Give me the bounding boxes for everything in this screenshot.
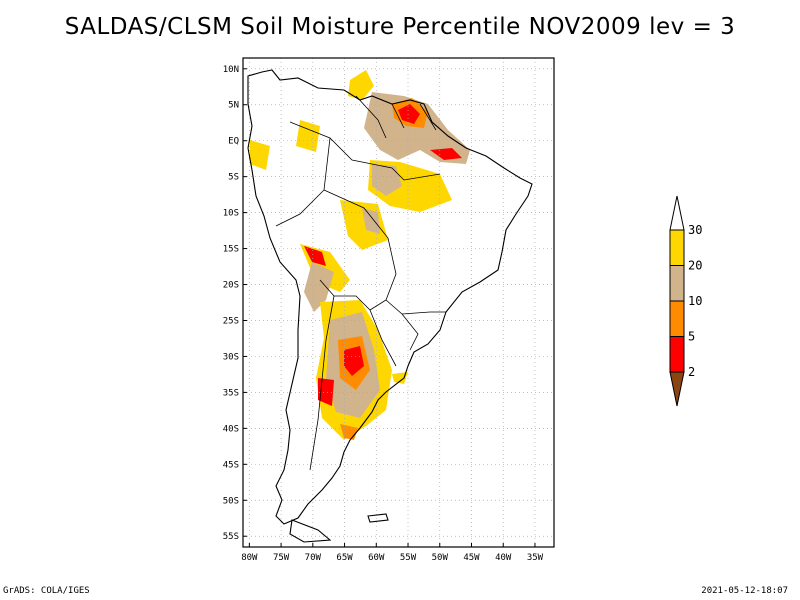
lon-label: 55W [400, 553, 417, 563]
legend-box [669, 336, 685, 373]
lat-lon-grid [243, 58, 554, 547]
lat-label: 25S [223, 316, 239, 326]
lon-label: 40W [495, 553, 512, 563]
lon-label: 80W [241, 553, 258, 563]
lon-label: 65W [336, 553, 353, 563]
lat-label: 55S [223, 532, 239, 542]
legend-label: 10 [688, 294, 702, 308]
lon-label: 35W [527, 553, 544, 563]
lon-label: 75W [273, 553, 290, 563]
latitude-labels: 10N 5N EQ 5S 10S 15S 20S 25S 30S 35S 40S 45S 50S 55S [223, 65, 239, 542]
lon-label: 70W [305, 553, 322, 563]
lat-label: EQ [228, 137, 239, 147]
lat-label: 10S [223, 209, 239, 219]
legend-cap-bottom [669, 371, 685, 407]
lat-label: 30S [223, 352, 239, 362]
lat-label: 10N [223, 65, 239, 75]
color-legend: 2 5 10 20 30 [669, 195, 702, 407]
legend-label: 2 [688, 365, 695, 379]
lat-label: 35S [223, 388, 239, 398]
shade-region-guianas [348, 70, 470, 164]
shade-region-amazon [250, 120, 452, 250]
lat-label: 15S [223, 245, 239, 255]
lat-label: 40S [223, 424, 239, 434]
falklands [367, 513, 389, 523]
legend-label: 20 [688, 259, 702, 273]
continent-outline [247, 69, 533, 525]
legend-label: 5 [688, 330, 695, 344]
shade-region-andes [300, 244, 350, 312]
lat-label: 50S [223, 496, 239, 506]
legend-box [669, 229, 685, 266]
legend-cap-top [669, 195, 685, 231]
tierra-del-fuego [289, 519, 332, 543]
longitude-labels: 80W 75W 70W 65W 60W 55W 50W 45W 40W 35W [241, 553, 543, 563]
lat-label: 45S [223, 460, 239, 470]
lat-label: 20S [223, 281, 239, 291]
lon-label: 45W [463, 553, 480, 563]
footer-timestamp: 2021-05-12-18:07 [701, 586, 788, 596]
lat-label: 5S [228, 173, 239, 183]
legend-box [669, 265, 685, 302]
map-frame [242, 57, 555, 548]
lon-label: 50W [432, 553, 449, 563]
coastline [247, 69, 533, 543]
borders [275, 95, 446, 471]
percentile-shading [250, 70, 470, 440]
legend-label: 30 [688, 223, 702, 237]
lon-label: 60W [368, 553, 385, 563]
map-title: SALDAS/CLSM Soil Moisture Percentile NOV… [64, 14, 736, 40]
shade-region-pampas [316, 300, 408, 440]
footer-credit: GrADS: COLA/IGES [3, 586, 90, 596]
legend-box [669, 300, 685, 337]
lat-label: 5N [228, 101, 239, 111]
